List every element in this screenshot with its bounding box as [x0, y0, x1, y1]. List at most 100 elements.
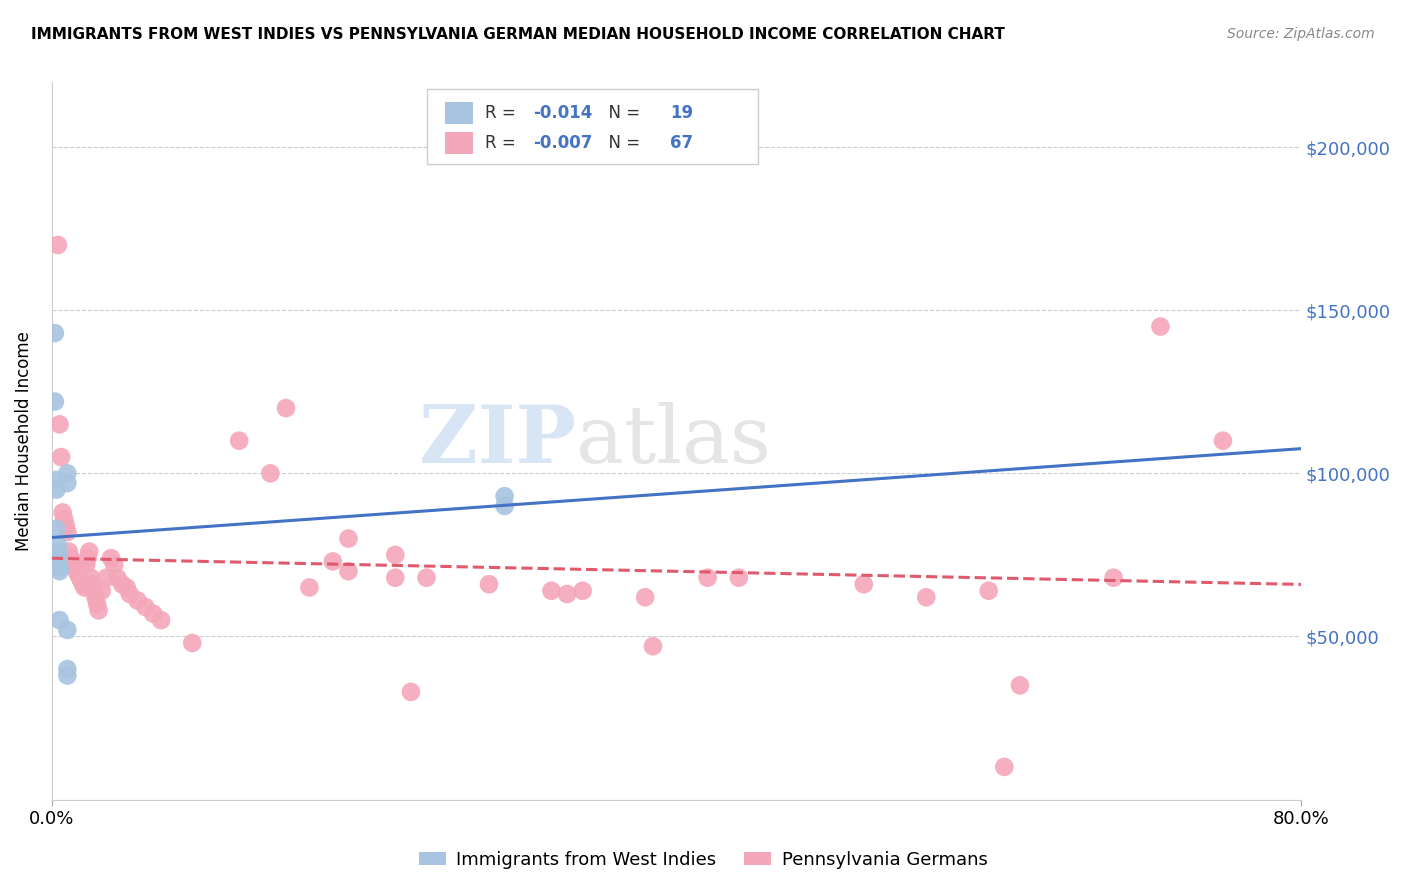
- Point: [49, 450, 72, 464]
- Point: [56, 662, 79, 676]
- Point: [70, 574, 93, 588]
- Point: [67, 567, 90, 582]
- Bar: [446, 102, 472, 123]
- Point: [46, 238, 69, 252]
- Point: [852, 577, 875, 591]
- Point: [337, 564, 360, 578]
- Point: [727, 571, 749, 585]
- Text: R =: R =: [485, 134, 522, 152]
- Point: [44, 394, 66, 409]
- Point: [555, 587, 578, 601]
- Point: [127, 593, 149, 607]
- Point: [1008, 678, 1031, 692]
- Point: [696, 571, 718, 585]
- Point: [494, 489, 516, 503]
- Point: [540, 583, 562, 598]
- Point: [80, 571, 103, 585]
- Point: [111, 577, 134, 591]
- Point: [337, 532, 360, 546]
- Point: [634, 591, 657, 605]
- Point: [259, 467, 281, 481]
- Text: N =: N =: [598, 103, 645, 121]
- Point: [62, 558, 84, 572]
- Point: [150, 613, 173, 627]
- Point: [86, 597, 108, 611]
- Point: [56, 476, 79, 491]
- Point: [83, 583, 105, 598]
- Text: ZIP: ZIP: [419, 401, 576, 480]
- Text: -0.007: -0.007: [533, 134, 592, 152]
- Bar: [446, 132, 472, 153]
- Point: [494, 499, 516, 513]
- Point: [69, 571, 91, 585]
- Point: [46, 544, 69, 558]
- Point: [384, 571, 406, 585]
- Point: [87, 603, 110, 617]
- Point: [45, 483, 67, 497]
- Point: [56, 524, 79, 539]
- Point: [478, 577, 501, 591]
- Point: [181, 636, 204, 650]
- Point: [571, 583, 593, 598]
- Point: [48, 561, 70, 575]
- Point: [977, 583, 1000, 598]
- Text: 67: 67: [671, 134, 693, 152]
- Point: [915, 591, 938, 605]
- Point: [56, 623, 79, 637]
- Point: [993, 760, 1015, 774]
- Point: [228, 434, 250, 448]
- Point: [45, 473, 67, 487]
- Point: [105, 571, 128, 585]
- Point: [415, 571, 437, 585]
- Y-axis label: Median Household Income: Median Household Income: [15, 331, 32, 550]
- Point: [59, 551, 82, 566]
- Point: [322, 554, 344, 568]
- Point: [48, 564, 70, 578]
- Point: [46, 548, 69, 562]
- Point: [298, 581, 321, 595]
- Point: [46, 554, 69, 568]
- Point: [142, 607, 165, 621]
- Point: [399, 685, 422, 699]
- Point: [60, 554, 83, 568]
- Legend: Immigrants from West Indies, Pennsylvania Germans: Immigrants from West Indies, Pennsylvani…: [412, 844, 994, 876]
- Point: [66, 564, 89, 578]
- Point: [72, 577, 94, 591]
- Point: [1212, 434, 1234, 448]
- Point: [46, 538, 69, 552]
- Point: [90, 583, 112, 598]
- Point: [52, 506, 75, 520]
- Point: [1149, 319, 1171, 334]
- Point: [44, 326, 66, 340]
- Text: atlas: atlas: [576, 401, 772, 480]
- Point: [118, 587, 141, 601]
- Point: [45, 522, 67, 536]
- Point: [96, 571, 118, 585]
- Text: Source: ZipAtlas.com: Source: ZipAtlas.com: [1227, 27, 1375, 41]
- Point: [115, 581, 138, 595]
- Text: N =: N =: [598, 134, 645, 152]
- Point: [73, 581, 96, 595]
- Text: R =: R =: [485, 103, 522, 121]
- Text: IMMIGRANTS FROM WEST INDIES VS PENNSYLVANIA GERMAN MEDIAN HOUSEHOLD INCOME CORRE: IMMIGRANTS FROM WEST INDIES VS PENNSYLVA…: [31, 27, 1005, 42]
- FancyBboxPatch shape: [426, 89, 758, 164]
- Point: [53, 512, 76, 526]
- Point: [134, 600, 156, 615]
- Point: [76, 551, 98, 566]
- Point: [103, 558, 125, 572]
- Point: [84, 591, 107, 605]
- Point: [100, 551, 122, 566]
- Point: [48, 417, 70, 432]
- Text: -0.014: -0.014: [533, 103, 592, 121]
- Point: [641, 639, 664, 653]
- Point: [384, 548, 406, 562]
- Point: [56, 668, 79, 682]
- Point: [274, 401, 297, 416]
- Point: [56, 467, 79, 481]
- Point: [63, 561, 86, 575]
- Point: [58, 544, 80, 558]
- Point: [48, 613, 70, 627]
- Point: [75, 558, 97, 572]
- Point: [55, 518, 77, 533]
- Point: [77, 544, 100, 558]
